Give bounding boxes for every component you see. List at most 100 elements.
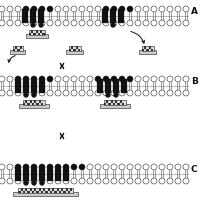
Circle shape: [103, 90, 109, 96]
Circle shape: [15, 6, 21, 12]
Bar: [69, 46, 81, 51]
Bar: [59, 191, 61, 193]
Circle shape: [55, 76, 61, 82]
Circle shape: [71, 20, 77, 26]
Circle shape: [0, 6, 5, 12]
Bar: [76, 46, 78, 49]
Bar: [18, 188, 73, 193]
Circle shape: [95, 90, 101, 96]
Circle shape: [143, 90, 149, 96]
Bar: [30, 9, 36, 23]
Circle shape: [127, 178, 133, 184]
Circle shape: [0, 76, 5, 82]
Circle shape: [7, 6, 13, 12]
Circle shape: [15, 90, 21, 96]
Bar: [113, 102, 115, 105]
Circle shape: [79, 90, 85, 96]
Bar: [69, 49, 71, 51]
Bar: [23, 167, 29, 181]
Circle shape: [63, 90, 69, 96]
Text: A: A: [191, 7, 198, 16]
Circle shape: [111, 6, 117, 12]
Bar: [118, 9, 124, 23]
Circle shape: [79, 178, 85, 184]
Bar: [30, 100, 32, 102]
Bar: [15, 79, 21, 93]
Circle shape: [23, 164, 29, 170]
Circle shape: [151, 164, 157, 170]
Circle shape: [167, 90, 173, 96]
Bar: [30, 188, 32, 191]
Circle shape: [119, 164, 125, 170]
Circle shape: [7, 90, 13, 96]
Circle shape: [127, 90, 133, 96]
Circle shape: [135, 6, 141, 12]
Circle shape: [135, 178, 141, 184]
Circle shape: [103, 164, 109, 170]
Circle shape: [87, 164, 93, 170]
Circle shape: [87, 6, 93, 12]
Circle shape: [135, 20, 141, 26]
Circle shape: [79, 20, 85, 26]
Circle shape: [183, 6, 189, 12]
Circle shape: [167, 76, 173, 82]
Circle shape: [159, 76, 165, 82]
Circle shape: [39, 6, 45, 12]
Bar: [23, 79, 29, 93]
Circle shape: [38, 22, 43, 28]
Bar: [39, 79, 45, 93]
Bar: [25, 188, 27, 191]
Bar: [68, 191, 70, 193]
Circle shape: [71, 76, 77, 82]
Bar: [29, 30, 45, 35]
Circle shape: [55, 164, 61, 170]
Circle shape: [175, 6, 181, 12]
Circle shape: [39, 90, 45, 96]
Circle shape: [31, 181, 36, 185]
Circle shape: [7, 164, 13, 170]
Circle shape: [23, 6, 29, 12]
Bar: [27, 102, 30, 105]
Bar: [34, 100, 36, 102]
Circle shape: [47, 6, 53, 12]
Circle shape: [135, 90, 141, 96]
Circle shape: [111, 76, 117, 82]
Circle shape: [95, 20, 101, 26]
Bar: [15, 167, 21, 181]
Circle shape: [55, 90, 61, 96]
Circle shape: [31, 6, 37, 12]
Bar: [13, 49, 15, 51]
Circle shape: [47, 164, 53, 170]
Bar: [31, 167, 37, 181]
Circle shape: [15, 178, 21, 184]
Bar: [54, 191, 57, 193]
Bar: [149, 46, 151, 49]
Bar: [13, 46, 23, 51]
Circle shape: [151, 20, 157, 26]
Bar: [108, 102, 111, 105]
Circle shape: [111, 164, 117, 170]
Circle shape: [119, 6, 125, 12]
Bar: [73, 49, 76, 51]
Circle shape: [175, 178, 181, 184]
Circle shape: [23, 178, 29, 184]
Bar: [36, 102, 39, 105]
Circle shape: [7, 20, 13, 26]
Circle shape: [143, 6, 149, 12]
Circle shape: [111, 178, 117, 184]
Circle shape: [143, 164, 149, 170]
Bar: [39, 167, 45, 181]
Circle shape: [119, 20, 125, 26]
Circle shape: [127, 20, 133, 26]
Bar: [48, 188, 50, 191]
Bar: [110, 9, 116, 23]
Bar: [139, 50, 156, 54]
Circle shape: [31, 178, 37, 184]
Bar: [144, 46, 146, 49]
Circle shape: [119, 76, 125, 82]
Bar: [33, 32, 36, 35]
Bar: [63, 167, 69, 181]
Bar: [63, 191, 66, 193]
Bar: [61, 188, 63, 191]
Circle shape: [159, 178, 165, 184]
